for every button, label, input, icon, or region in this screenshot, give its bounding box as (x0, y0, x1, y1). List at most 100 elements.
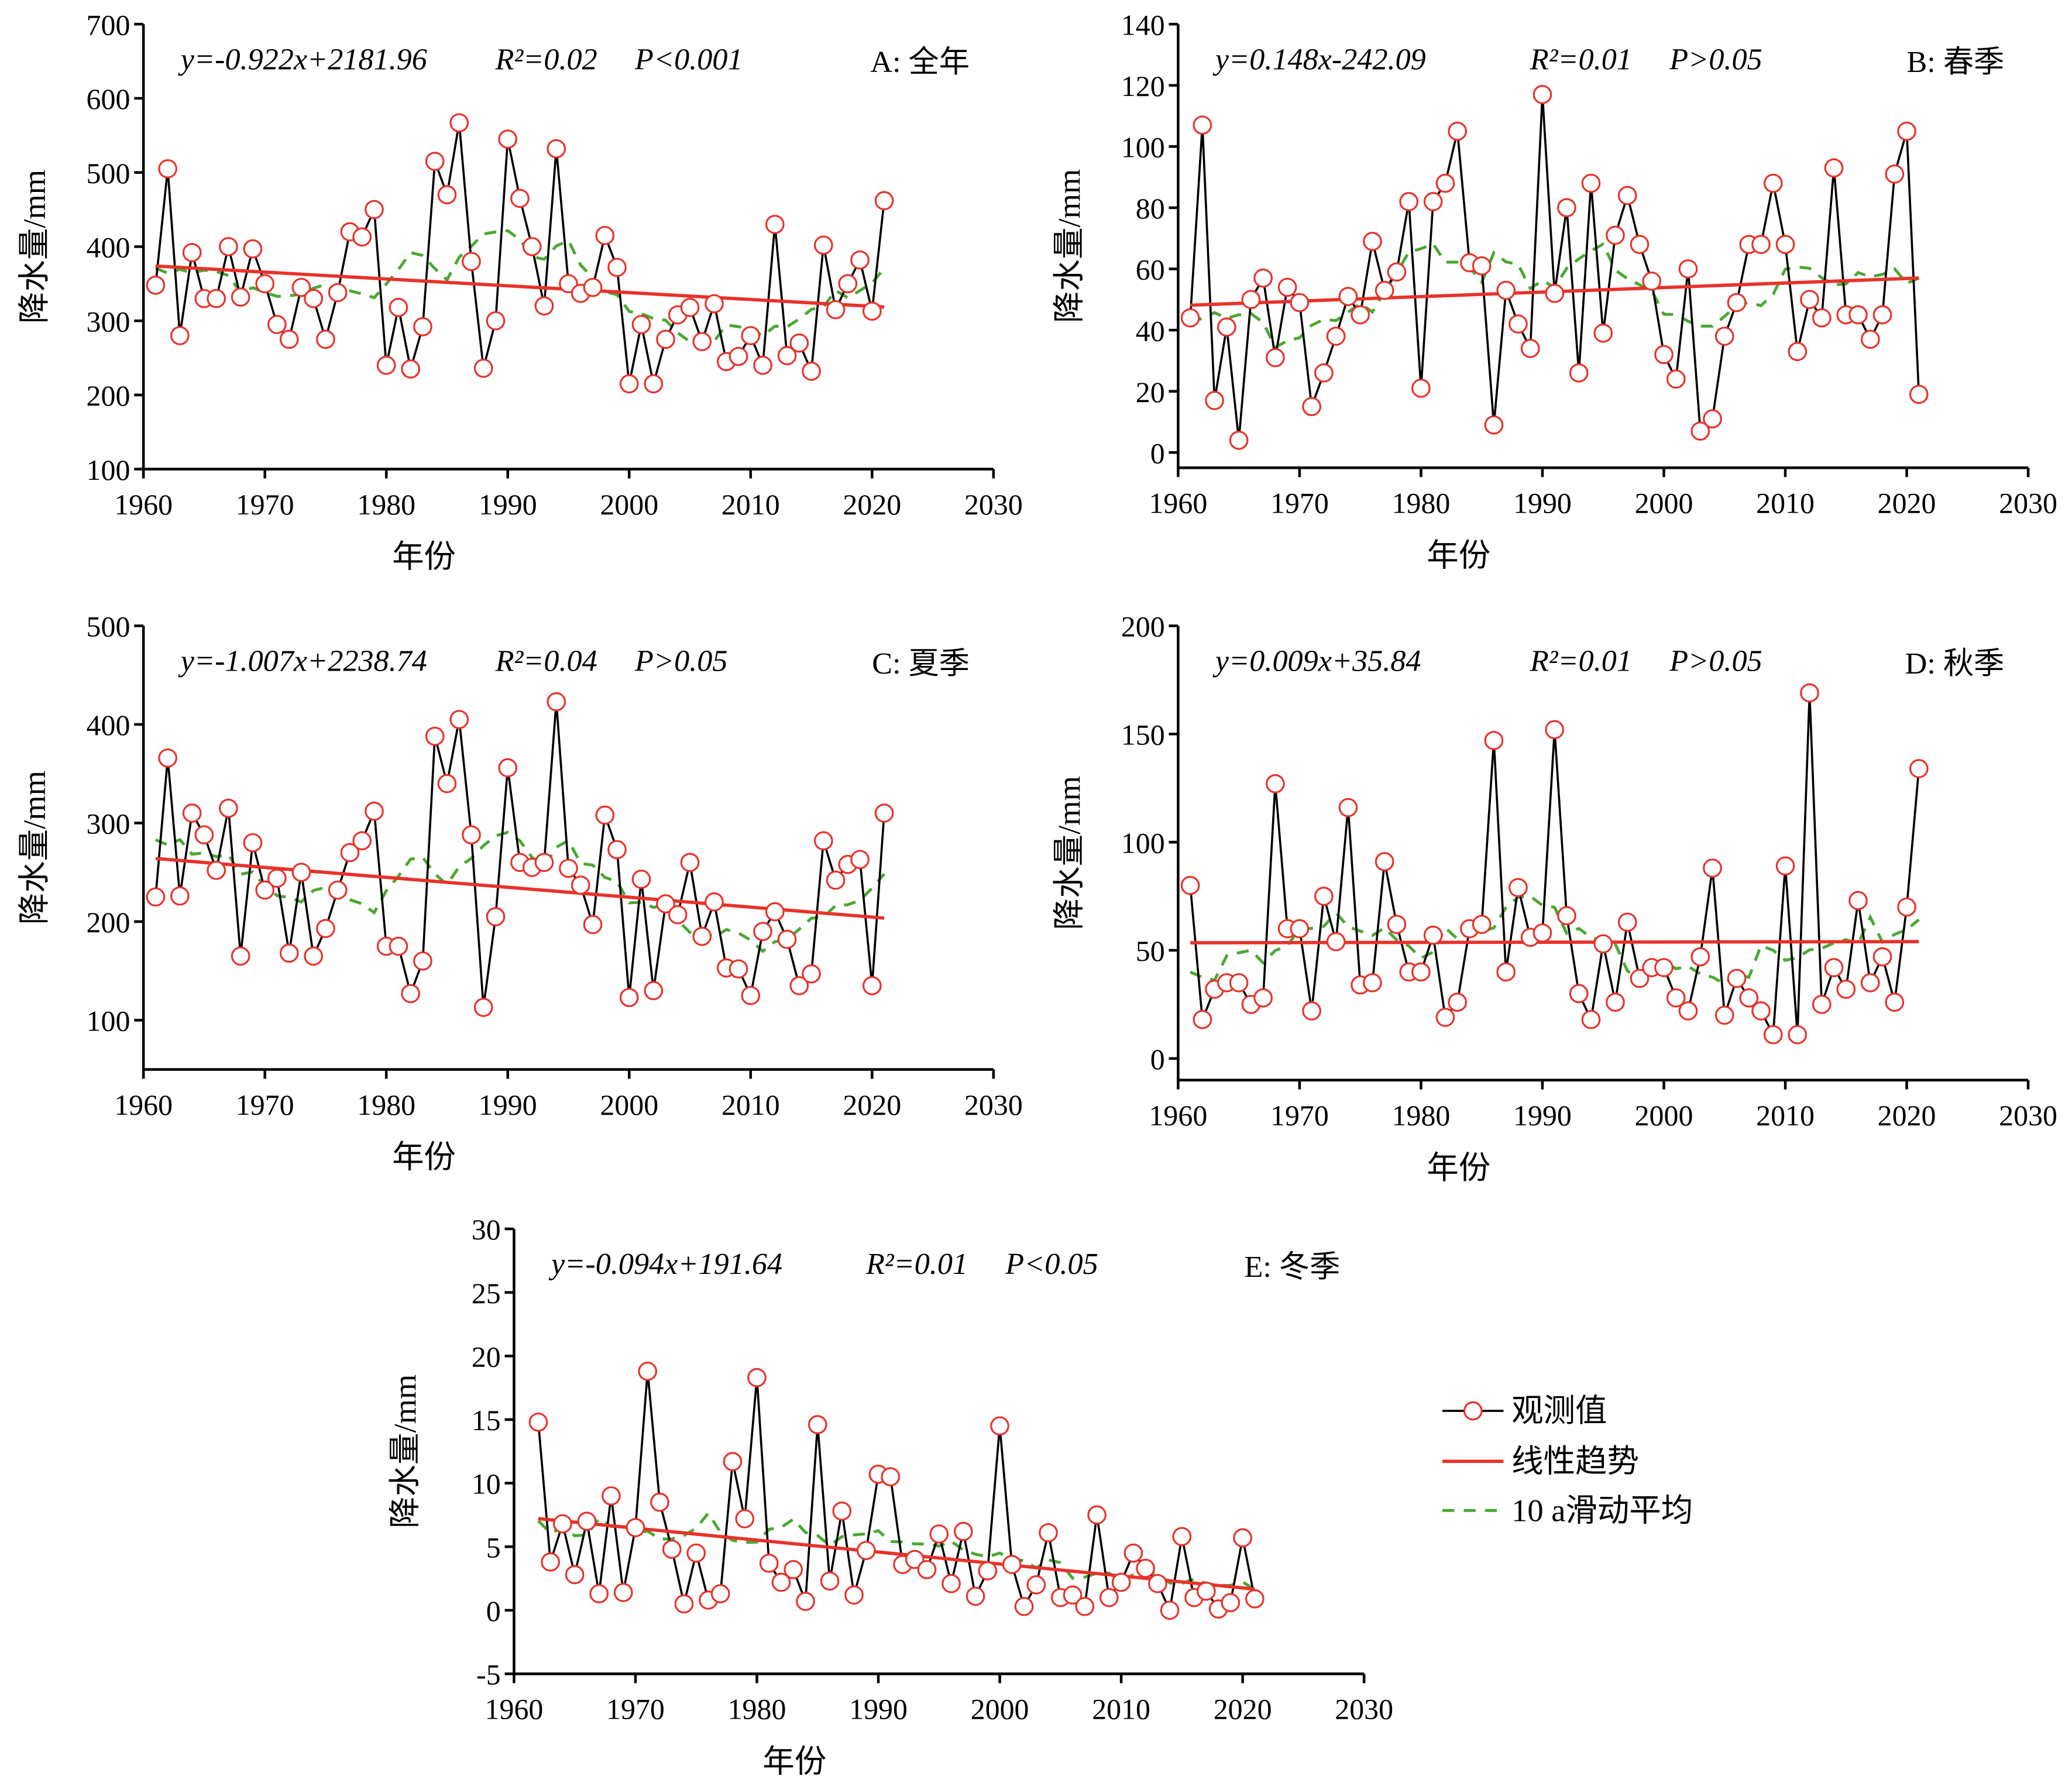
data-point (668, 905, 688, 925)
y-tick-label: 100 (1121, 827, 1165, 859)
x-axis-label: 年份 (392, 1139, 456, 1175)
data-point (1290, 919, 1310, 939)
x-axis-label: 年份 (762, 1743, 826, 1779)
p-value: P>0.05 (634, 644, 727, 678)
data-point (644, 374, 664, 394)
regression-equation: y=0.009x+35.84 (1212, 644, 1421, 678)
y-tick-label: 120 (1121, 70, 1165, 102)
x-tick-label: 2000 (1635, 1100, 1693, 1132)
data-point (1909, 759, 1929, 778)
y-tick-label: 140 (1121, 9, 1165, 41)
y-tick-label: 300 (87, 305, 130, 338)
data-point (656, 894, 675, 913)
panel-label: E: 冬季 (1244, 1250, 1340, 1284)
data-point (765, 902, 785, 922)
p-value: P<0.05 (1005, 1247, 1098, 1281)
data-point (194, 825, 214, 845)
r-squared: R²=0.01 (1530, 644, 1632, 678)
data-point (978, 1561, 998, 1581)
data-point (838, 274, 858, 294)
data-point (498, 758, 518, 778)
data-point (1690, 421, 1710, 441)
data-point (1812, 308, 1832, 328)
panel-label: A: 全年 (870, 45, 970, 79)
data-point (881, 1467, 901, 1487)
r-squared: R²=0.01 (1530, 42, 1632, 76)
x-tick-label: 2020 (843, 489, 901, 521)
data-point (1229, 973, 1249, 992)
data-point (1690, 947, 1710, 967)
data-point (1678, 259, 1698, 279)
data-point (1221, 1593, 1241, 1613)
data-point (1800, 290, 1819, 310)
data-point (1557, 906, 1576, 926)
data-point (705, 294, 724, 314)
data-point (291, 863, 311, 882)
x-tick-label: 1990 (1513, 1100, 1572, 1132)
data-point (826, 300, 846, 320)
panel-d: 0 50 100 150 200 1960 1970 1980 1990 2000 2010 2020… (1051, 611, 2057, 1186)
data-point (626, 1518, 645, 1537)
data-point (1714, 1005, 1734, 1025)
data-point (534, 853, 554, 872)
data-point (1714, 327, 1734, 346)
data-point (1569, 984, 1589, 1004)
data-point (1448, 992, 1468, 1012)
data-point (789, 976, 809, 995)
data-point (571, 875, 590, 895)
data-point (1666, 369, 1686, 389)
data-point (1423, 192, 1443, 211)
data-point (1111, 1572, 1131, 1592)
data-point (813, 235, 833, 255)
y-tick-label: 600 (87, 83, 130, 115)
data-point (729, 346, 748, 366)
panel-b: 0 20 40 60 80 100 120 140 1960 1970 1980 1990 2000 20… (1051, 9, 2057, 573)
data-point (1885, 164, 1905, 184)
data-point (862, 976, 882, 995)
data-point (1241, 290, 1261, 310)
data-point (1472, 256, 1492, 276)
data-point (1411, 379, 1431, 398)
data-point (765, 215, 785, 234)
data-point (577, 1511, 597, 1531)
data-point (1678, 1001, 1698, 1021)
data-point (255, 274, 275, 294)
data-point (1484, 731, 1504, 750)
data-point (1160, 1600, 1180, 1620)
data-point (1581, 173, 1601, 193)
data-point (1703, 858, 1722, 878)
data-point (796, 1592, 815, 1611)
data-point (146, 887, 166, 907)
data-point (565, 1565, 585, 1585)
data-point (486, 311, 506, 331)
data-point (267, 315, 287, 334)
x-tick-label: 1970 (1270, 487, 1329, 520)
data-point (170, 326, 190, 345)
data-point (777, 929, 797, 949)
data-point (589, 1584, 609, 1603)
data-point (680, 853, 700, 872)
data-point (1387, 915, 1407, 935)
panel-e: -5 0 5 10 15 20 25 30 1960 1970 1980 1990 2000 2010 20… (387, 1214, 1393, 1779)
data-point (1509, 314, 1528, 334)
data-point (850, 850, 870, 870)
data-point (1063, 1585, 1083, 1605)
x-tick-label: 2030 (964, 489, 1023, 521)
data-point (231, 946, 250, 966)
data-point (1399, 192, 1419, 211)
data-point (365, 200, 384, 219)
data-point (789, 333, 809, 353)
regression-equation: y=0.148x-242.09 (1212, 42, 1426, 76)
moving-average-line (537, 1510, 1256, 1591)
x-tick-label: 1980 (728, 1693, 786, 1726)
data-point (219, 798, 238, 818)
data-point (965, 1586, 985, 1606)
data-point (741, 326, 761, 345)
data-point (401, 359, 421, 379)
data-point (1387, 262, 1407, 282)
data-point (1136, 1558, 1155, 1578)
data-point (1290, 293, 1310, 312)
data-point (656, 329, 675, 349)
y-tick-label: 0 (1150, 1043, 1165, 1076)
data-point (607, 257, 627, 277)
